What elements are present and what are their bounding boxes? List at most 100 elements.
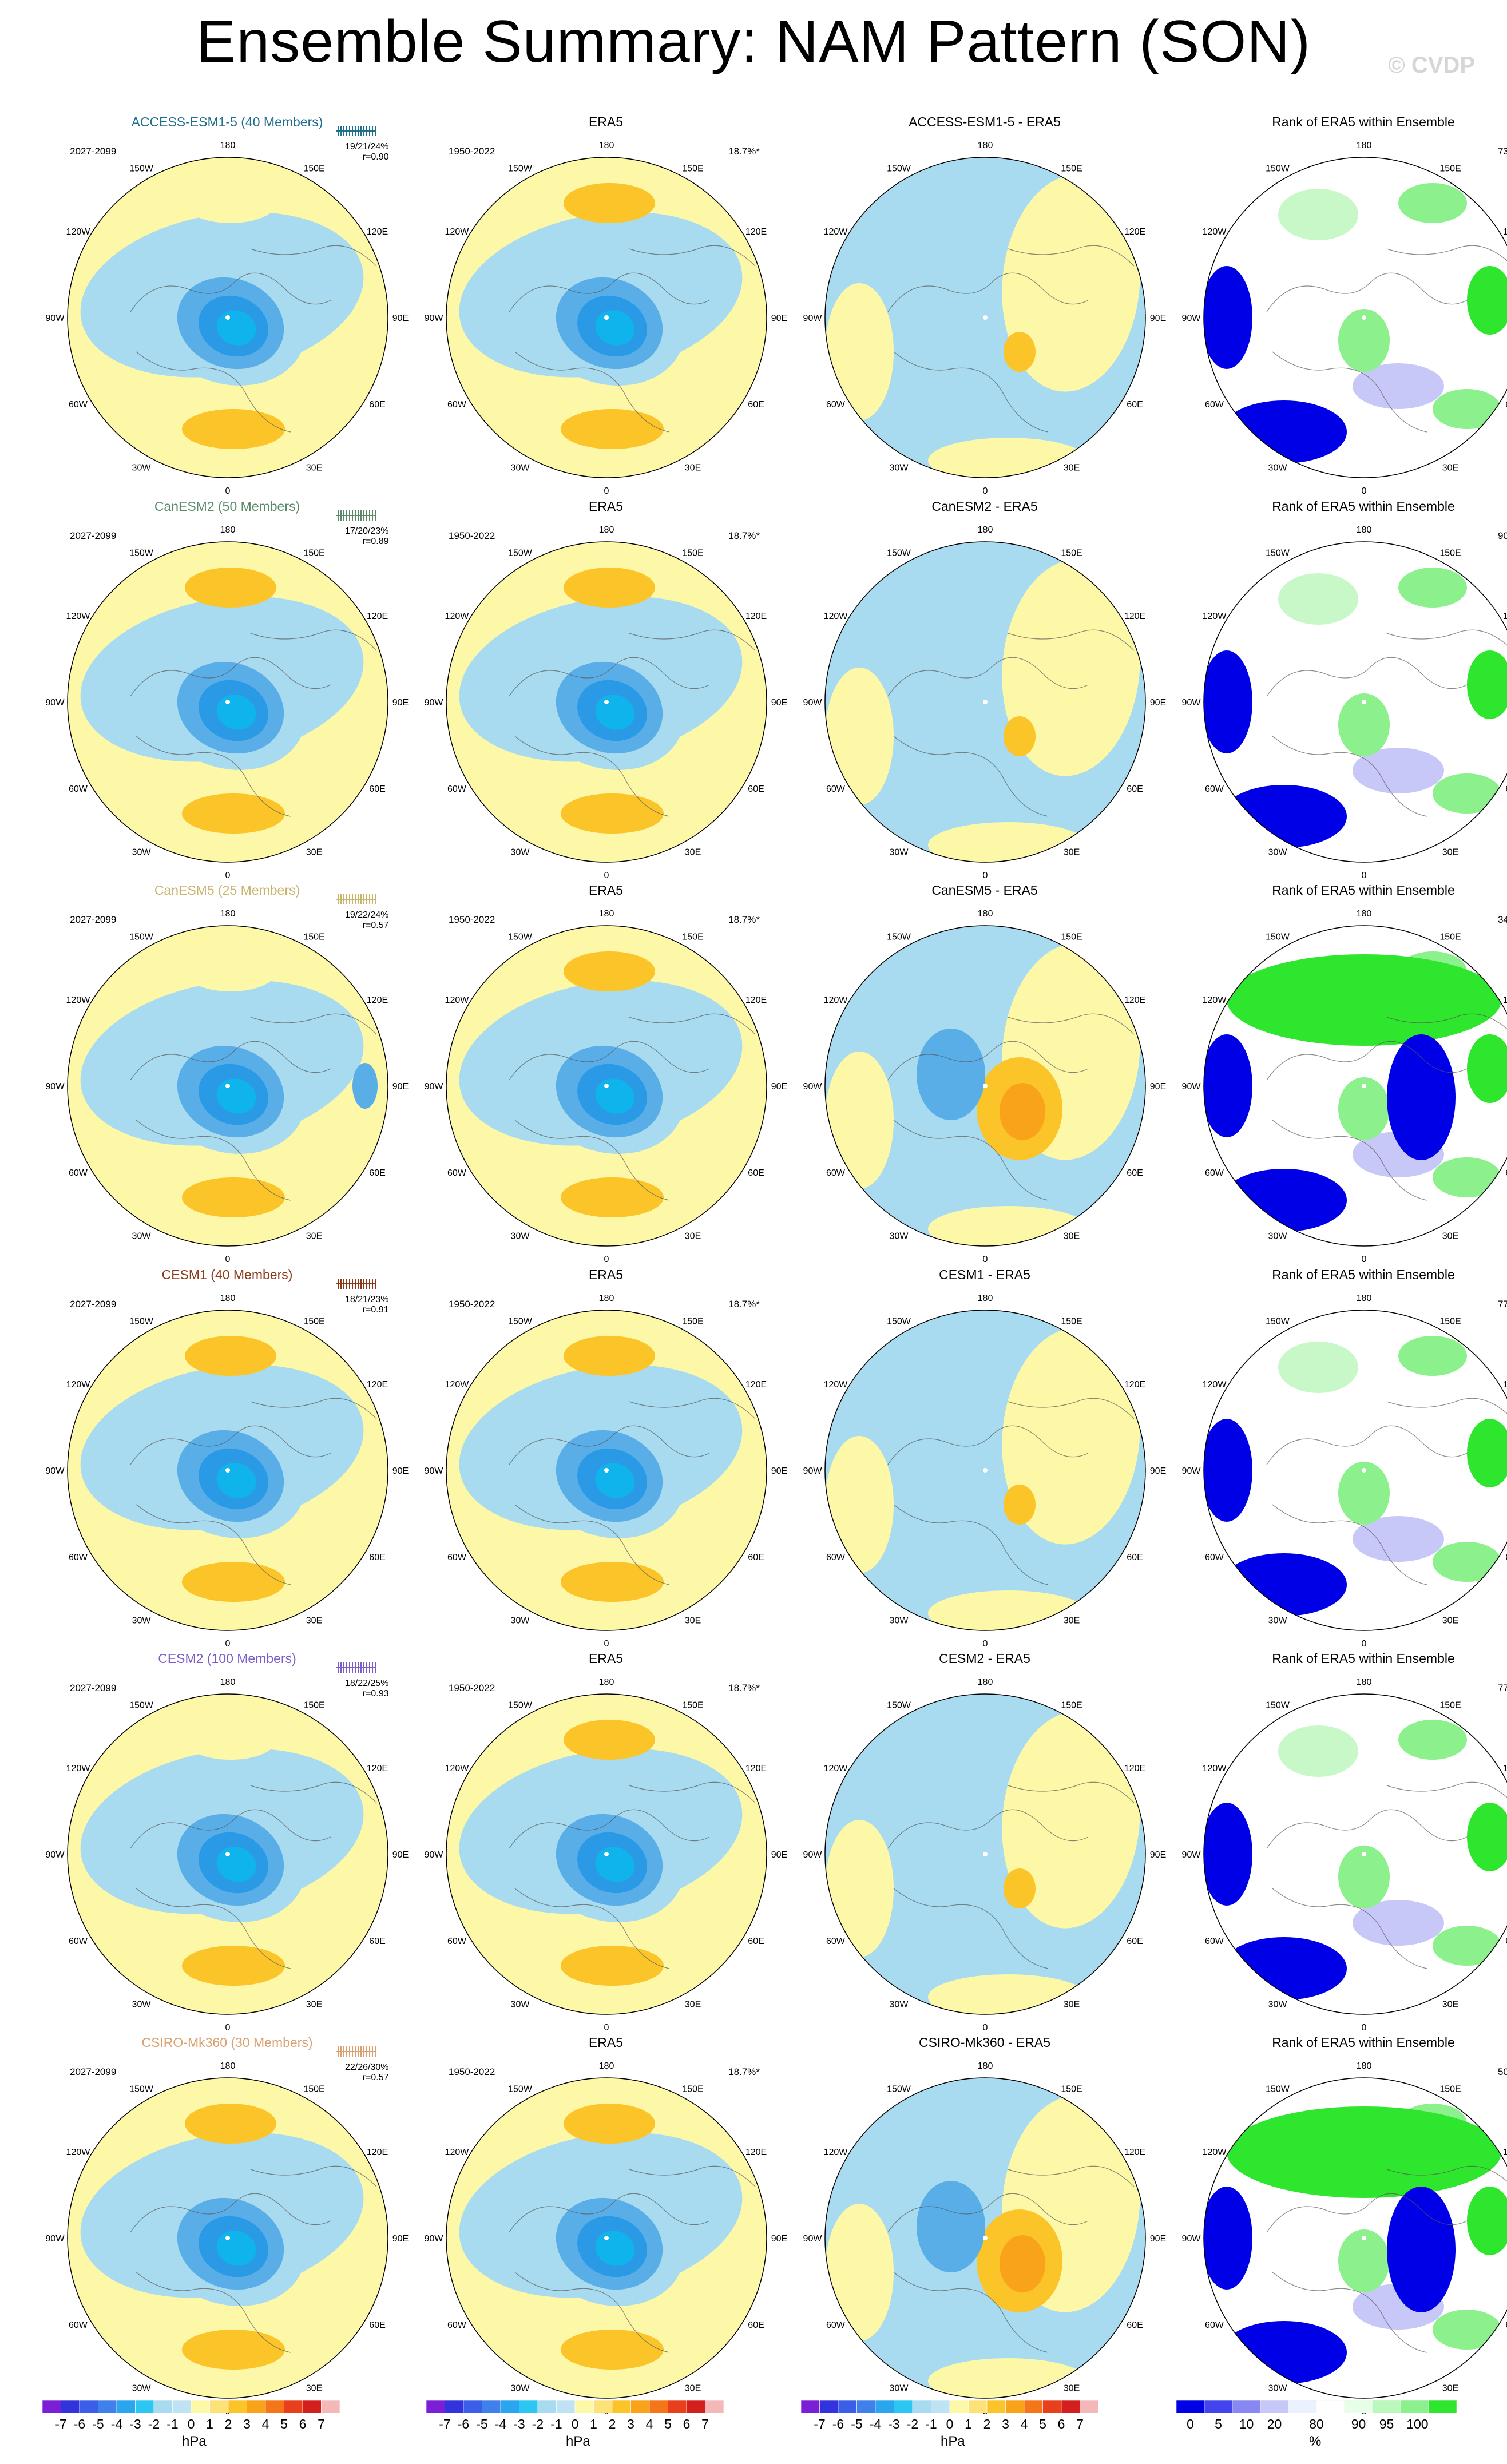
map-border (67, 1693, 388, 2015)
rank-cluster (1398, 183, 1467, 223)
positive-pacific (185, 568, 276, 608)
panel-rank-row-2: 180150E120E90E60E30E030W60W90W120W150WRa… (1175, 499, 1507, 882)
longitude-label: 150W (887, 2084, 911, 2094)
longitude-label: 90W (46, 1082, 65, 1092)
longitude-label: 30W (132, 1616, 152, 1626)
longitude-label: 150W (887, 932, 911, 942)
longitude-label: 150W (508, 1700, 533, 1710)
period-label: 1950-2022 (449, 2066, 495, 2077)
colorbar-rank: 0 5 10 20 80 90 95 100 % (1176, 2400, 1457, 2452)
rank-cluster (1204, 650, 1252, 753)
panel-diff-row-2: 180 150E 120E 90E 60E 30E 0 30W 60W 90W 120W 150W Ca… (796, 499, 1173, 882)
longitude-label: 60W (826, 400, 846, 410)
positive-atlantic (561, 793, 664, 834)
polar-map: 180 150E 120E 90E 60E 30E 0 30W 60W 90W 120W 150W (803, 1293, 1167, 1649)
longitude-label: 90E (392, 1466, 409, 1476)
colorbar-swatch (98, 2400, 117, 2414)
longitude-label: 150E (682, 1316, 703, 1326)
pattern-correlation: r=0.57 (362, 2073, 389, 2082)
longitude-label: 0 (1362, 486, 1367, 496)
longitude-label: 60W (447, 400, 467, 410)
rank-cluster (1433, 1542, 1501, 1582)
colorbar-tick-label: 1 (965, 2417, 972, 2431)
rank-cluster (1338, 1846, 1390, 1908)
colorbar-swatch (426, 2400, 445, 2414)
pole-marker (983, 315, 988, 320)
coastline (1266, 1013, 1507, 1201)
polar-map: 180 150E 120E 90E 60E 30E 0 30W 60W 90W 120W 150W (46, 909, 409, 1264)
longitude-label: 120W (445, 612, 470, 621)
rank-cluster (1398, 568, 1467, 608)
rank-cluster (1227, 954, 1501, 1046)
map-border (824, 1693, 1146, 2015)
longitude-label: 120W (824, 612, 848, 621)
colorbar-swatch (686, 2400, 705, 2414)
longitude-label: 120W (824, 995, 848, 1005)
map-border (824, 541, 1146, 863)
longitude-label: 60E (369, 1168, 385, 1178)
positive-atlantic (561, 1562, 664, 1602)
colorbar-swatch (1005, 2400, 1025, 2414)
ensemble-stats: 18/21/23% r=0.91 (345, 1295, 389, 1315)
positive-sector (1002, 1711, 1140, 1929)
colorbar-swatch (445, 2400, 464, 2414)
period-label: 1950-2022 (449, 530, 495, 541)
longitude-label: 60W (1205, 1168, 1224, 1178)
polar-map: 180 150E 120E 90E 60E 30E 0 30W 60W 90W 120W 150W (803, 1677, 1167, 2033)
colorbar-swatch (968, 2400, 988, 2414)
panel-diff-row-6: 180150E120E90E60E30E030W60W90W120W150WCS… (796, 2035, 1173, 2418)
colorbar-swatch (519, 2400, 538, 2414)
longitude-label: 120E (1503, 2148, 1507, 2157)
colorbar-tick-label: 10 (1239, 2417, 1254, 2431)
rank-cluster (1467, 266, 1507, 335)
colorbar-tick-label: 3 (627, 2417, 634, 2431)
longitude-label: 60W (69, 400, 88, 410)
longitude-label: 90W (425, 1466, 444, 1476)
longitude-label: 30E (306, 2384, 322, 2394)
longitude-label: 150E (303, 2084, 324, 2094)
colorbar-swatch (800, 2400, 820, 2414)
longitude-label: 90W (46, 698, 65, 708)
colorbar-diff-unit: hPa (941, 2434, 965, 2449)
pole-marker (225, 315, 230, 320)
ensemble-stats: 19/22/24% r=0.57 (345, 910, 389, 931)
panel-title: Rank of ERA5 within Ensemble (1272, 2035, 1455, 2050)
period-label: 2027-2099 (70, 146, 117, 157)
rank-percent: 90% (1497, 530, 1507, 541)
longitude-label: 180 (220, 2061, 236, 2071)
colorbar-swatch (463, 2400, 482, 2414)
longitude-label: 150E (1439, 1700, 1461, 1710)
map-border (1203, 925, 1507, 1247)
longitude-label: 90E (392, 698, 409, 708)
negative-core (917, 1029, 985, 1120)
positive-core-inner (1000, 2235, 1045, 2292)
longitude-label: 120E (745, 1764, 767, 1773)
pole-marker (225, 700, 230, 704)
colorbar-swatch (856, 2400, 876, 2414)
longitude-label: 90W (803, 1466, 823, 1476)
longitude-label: 150E (682, 2084, 703, 2094)
longitude-label: 0 (1362, 2023, 1367, 2033)
rank-cluster (1398, 1336, 1467, 1376)
longitude-label: 30E (306, 463, 322, 473)
colorbar-tick-label: 20 (1267, 2417, 1282, 2431)
longitude-label: 150E (303, 548, 324, 558)
panel-diff-row-3: 180 150E 120E 90E 60E 30E 0 30W 60W 90W 120W 150W Ca… (796, 883, 1173, 1266)
map-border (446, 541, 767, 863)
pole-marker (604, 315, 609, 320)
longitude-label: 120E (1124, 227, 1145, 237)
positive-south (928, 438, 1088, 478)
longitude-label: 180 (220, 909, 236, 919)
longitude-label: 30E (1064, 2384, 1080, 2394)
longitude-label: 30W (1268, 2000, 1288, 2010)
panel-obs-row-6: 180150E120E90E60E30E030W60W90W120W150WER… (418, 2035, 794, 2418)
longitude-label: 150E (682, 932, 703, 942)
longitude-label: 60W (69, 1937, 88, 1946)
longitude-label: 0 (983, 871, 988, 880)
longitude-label: 150E (682, 164, 703, 173)
pattern-correlation: r=0.91 (362, 1305, 389, 1315)
longitude-label: 120E (367, 995, 388, 1005)
panel-title: CanESM5 - ERA5 (931, 883, 1038, 898)
longitude-label: 60E (369, 1553, 385, 1562)
longitude-label: 90W (425, 2234, 444, 2244)
